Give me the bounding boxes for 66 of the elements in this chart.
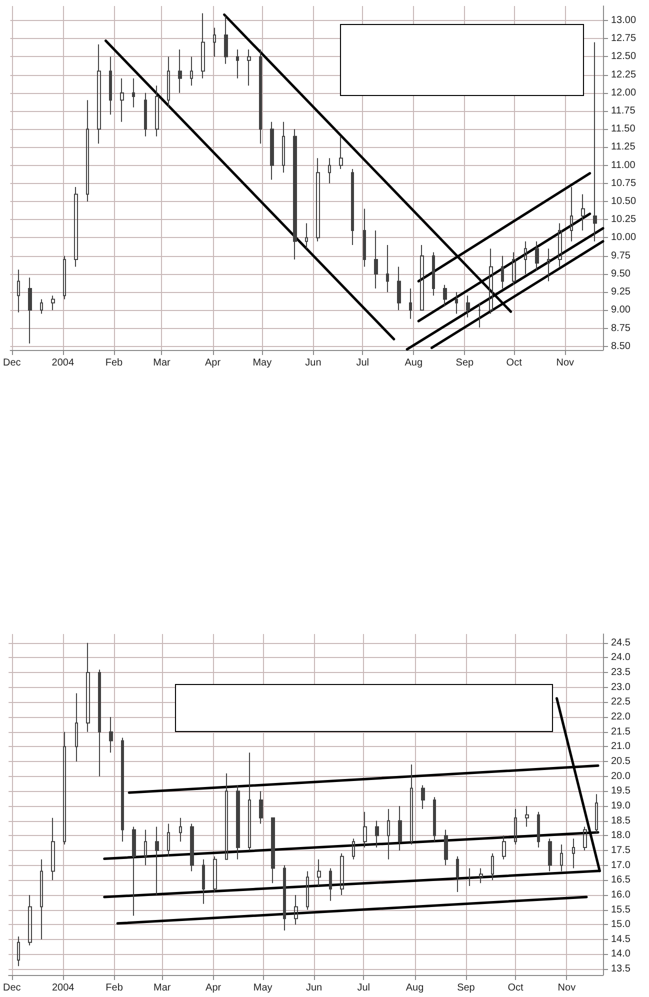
y-tick-label: 19.5 <box>611 786 631 797</box>
y-tick-label: 18.5 <box>611 815 631 826</box>
x-tick-label: Mar <box>154 982 172 994</box>
y-tick-label: 8.75 <box>611 322 631 334</box>
y-tick-label: 23.0 <box>611 682 631 693</box>
y-tick-label: 15.5 <box>611 904 631 916</box>
y-tick-label: 12.75 <box>611 33 636 44</box>
y-tick-label: 15.0 <box>611 919 631 930</box>
y-tick-label: 10.25 <box>611 214 636 226</box>
y-tick-label: 13.00 <box>611 14 636 26</box>
x-tick-label: Jul <box>356 358 370 368</box>
y-tick-label: 24.5 <box>611 637 631 648</box>
x-tick-label: Nov <box>558 982 576 994</box>
x-tick-label: 2004 <box>52 358 74 368</box>
y-tick-label: 12.25 <box>611 69 636 80</box>
y-tick-label: 18.0 <box>611 830 631 842</box>
y-tick-label: 10.75 <box>611 178 636 189</box>
y-tick-label: 23.5 <box>611 667 631 678</box>
x-tick-label: Jun <box>306 982 322 994</box>
x-tick-label: Sep <box>456 358 474 368</box>
y-tick-label: 21.5 <box>611 726 631 738</box>
y-tick-label: 11.00 <box>611 160 636 171</box>
y-tick-label: 12.00 <box>611 87 636 98</box>
y-tick-label: 10.50 <box>611 196 636 208</box>
y-tick-label: 16.0 <box>611 889 631 900</box>
y-tick-label: 17.5 <box>611 844 631 856</box>
y-tick-label: 11.75 <box>611 106 636 117</box>
y-tick-label: 14.5 <box>611 934 631 945</box>
x-tick-label: Dec <box>2 358 21 368</box>
x-tick-label: Feb <box>106 982 124 994</box>
x-tick-label: May <box>253 982 272 994</box>
x-tick-label: Dec <box>2 982 21 994</box>
y-tick-label: 19.0 <box>611 800 631 812</box>
y-tick-label: 17.0 <box>611 860 631 871</box>
y-tick-label: 22.0 <box>611 712 631 723</box>
x-tick-label: Apr <box>206 982 222 994</box>
x-tick-label: Feb <box>105 358 124 368</box>
y-tick-label: 9.00 <box>611 304 631 316</box>
x-tick-label: Oct <box>508 982 524 994</box>
y-tick-label: 13.5 <box>611 964 631 975</box>
y-tick-label: 11.50 <box>611 124 636 135</box>
x-tick-label: May <box>252 358 272 368</box>
x-tick-label: Aug <box>406 982 424 994</box>
x-tick-label: Nov <box>556 358 574 368</box>
x-tick-label: Jun <box>305 358 322 368</box>
y-tick-label: 14.0 <box>611 948 631 960</box>
y-tick-label: 8.50 <box>611 340 631 352</box>
y-tick-label: 16.5 <box>611 874 631 886</box>
x-tick-label: Mar <box>153 358 171 368</box>
y-tick-label: 24.0 <box>611 652 631 664</box>
x-tick-label: Jul <box>357 982 370 994</box>
y-tick-label: 9.75 <box>611 250 631 262</box>
y-tick-label: 22.5 <box>611 696 631 708</box>
x-tick-label: Sep <box>457 982 476 994</box>
x-tick-label: Aug <box>404 358 423 368</box>
x-tick-label: Apr <box>204 358 222 368</box>
y-tick-label: 9.50 <box>611 268 631 280</box>
y-tick-label: 10.00 <box>611 232 636 244</box>
x-tick-label: 2004 <box>52 982 75 994</box>
y-tick-label: 9.25 <box>611 286 631 298</box>
y-tick-label: 11.25 <box>611 142 636 153</box>
y-tick-label: 12.50 <box>611 51 636 62</box>
y-tick-label: 21.0 <box>611 741 631 752</box>
y-tick-label: 20.0 <box>611 770 631 782</box>
y-tick-label: 20.5 <box>611 756 631 768</box>
x-tick-label: Oct <box>506 358 522 368</box>
